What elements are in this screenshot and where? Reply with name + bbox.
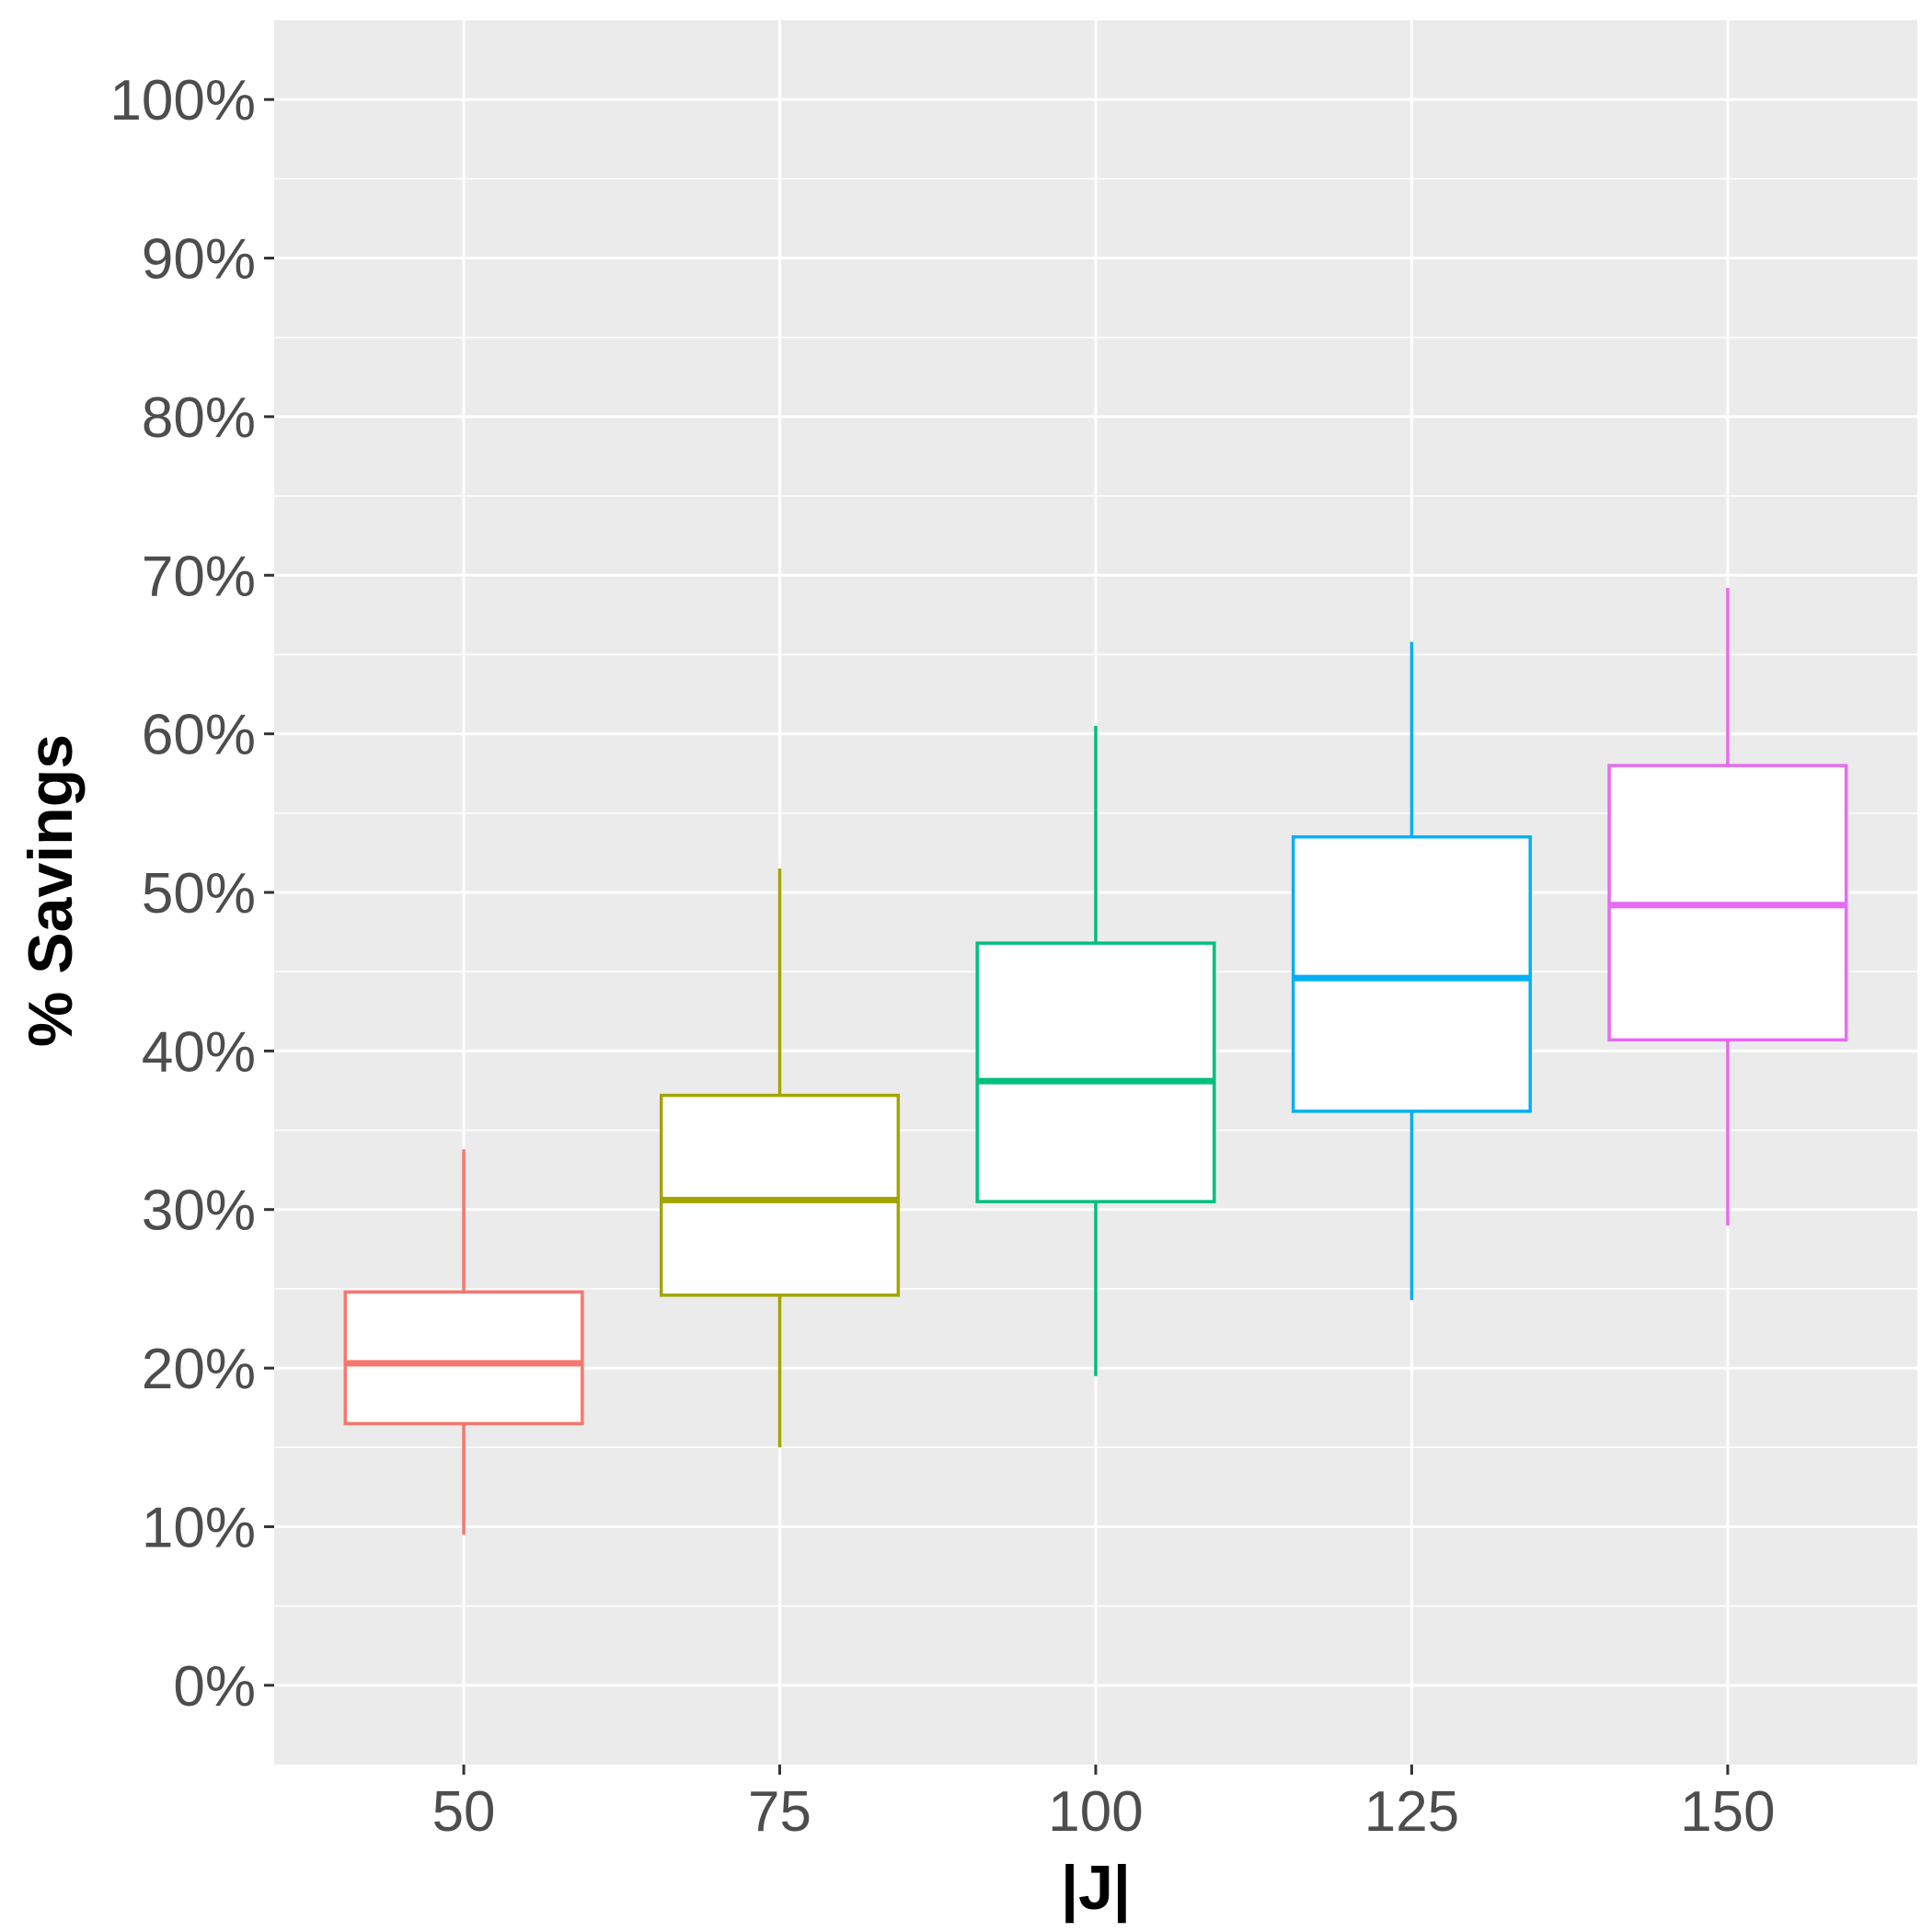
box-iqr xyxy=(659,1093,901,1297)
x-axis: 50 75 100 125 150 xyxy=(432,1765,1776,1844)
boxplot-50 xyxy=(343,1149,584,1535)
y-tick-label: 30% xyxy=(142,1179,256,1243)
y-tick-label: 40% xyxy=(142,1020,256,1084)
boxplots xyxy=(343,588,1848,1535)
x-axis-title: |J| xyxy=(1061,1853,1131,1924)
y-tick-label: 100% xyxy=(109,69,256,132)
boxplot-150 xyxy=(1607,588,1848,1225)
y-tick-label: 90% xyxy=(142,228,256,292)
box-iqr xyxy=(343,1290,584,1426)
boxplot-75 xyxy=(659,868,901,1448)
boxplot-100 xyxy=(975,726,1216,1376)
x-tick-label: 50 xyxy=(432,1780,496,1844)
boxplot-125 xyxy=(1291,641,1533,1300)
x-tick-label: 100 xyxy=(1048,1780,1143,1844)
x-tick-label: 125 xyxy=(1364,1780,1459,1844)
y-tick-label: 20% xyxy=(142,1338,256,1401)
box-iqr xyxy=(1291,834,1533,1113)
y-tick-label: 80% xyxy=(142,386,256,450)
x-tick-label: 75 xyxy=(748,1780,811,1844)
y-tick-label: 0% xyxy=(173,1655,256,1719)
box-iqr xyxy=(975,941,1216,1203)
y-axis: 0% 10% 20% 30% 40% 50% 60% 70% 80% 90% 100% xyxy=(109,69,274,1719)
y-tick-label: 50% xyxy=(142,862,256,926)
y-tick-label: 70% xyxy=(142,545,256,608)
y-tick-label: 60% xyxy=(142,704,256,767)
y-axis-title: % Savings xyxy=(16,734,86,1047)
x-tick-label: 150 xyxy=(1680,1780,1775,1844)
y-tick-label: 10% xyxy=(142,1496,256,1559)
